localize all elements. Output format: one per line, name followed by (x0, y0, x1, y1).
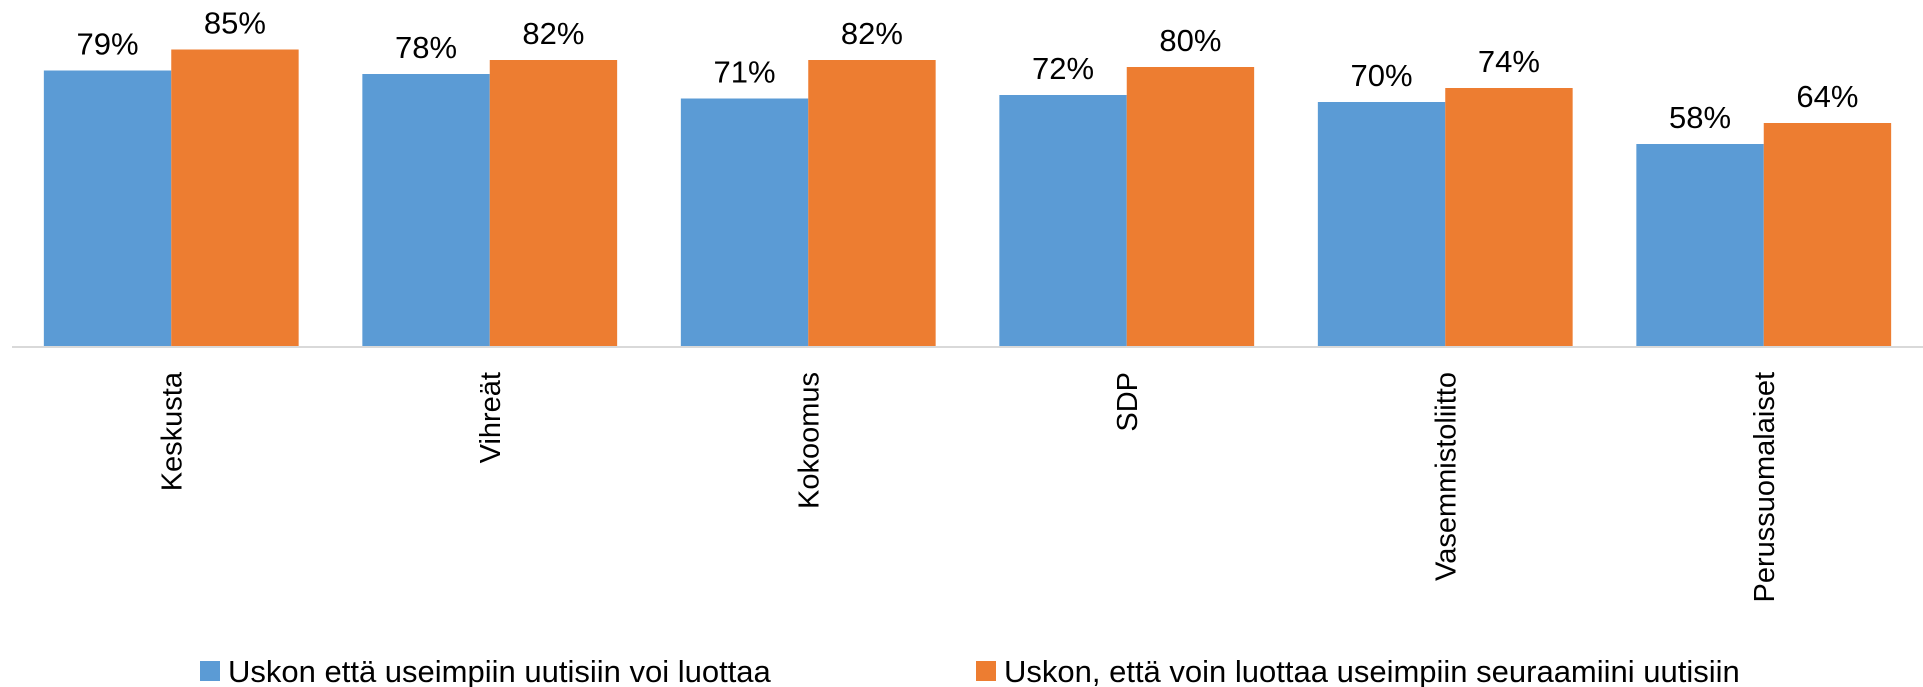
bar (489, 60, 618, 347)
data-label: 85% (204, 6, 266, 41)
bar (1317, 102, 1446, 347)
bar (1636, 144, 1764, 347)
bar (808, 60, 936, 347)
data-label: 58% (1669, 100, 1731, 135)
legend-label: Uskon, että voin luottaa useimpiin seura… (1004, 654, 1740, 687)
bar (1763, 123, 1892, 347)
data-label: 78% (395, 30, 457, 65)
bar (171, 49, 299, 347)
data-label: 64% (1796, 79, 1858, 114)
data-label: 72% (1032, 51, 1094, 86)
data-label: 82% (522, 16, 584, 51)
data-label: 74% (1478, 44, 1540, 79)
bar (43, 70, 172, 347)
data-label: 80% (1159, 23, 1221, 58)
legend-swatch (200, 661, 220, 681)
bar (1445, 88, 1573, 347)
legend-label: Uskon että useimpiin uutisiin voi luotta… (228, 654, 772, 687)
x-tick-label: Keskusta (156, 371, 188, 491)
data-label: 70% (1351, 58, 1413, 93)
bar (999, 95, 1127, 347)
x-tick-label: SDP (1112, 372, 1144, 432)
x-tick-label: Kokoomus (793, 372, 825, 509)
x-tick-label: Perussuomalaiset (1749, 372, 1781, 603)
data-label: 71% (714, 55, 776, 90)
bar (362, 74, 490, 347)
bar (1126, 67, 1255, 347)
x-tick-label: Vasemmistoliitto (1430, 372, 1462, 581)
data-label: 82% (841, 16, 903, 51)
bar (680, 98, 809, 347)
data-label: 79% (77, 27, 139, 62)
legend-swatch (976, 661, 996, 681)
x-tick-label: Vihreät (475, 372, 507, 463)
